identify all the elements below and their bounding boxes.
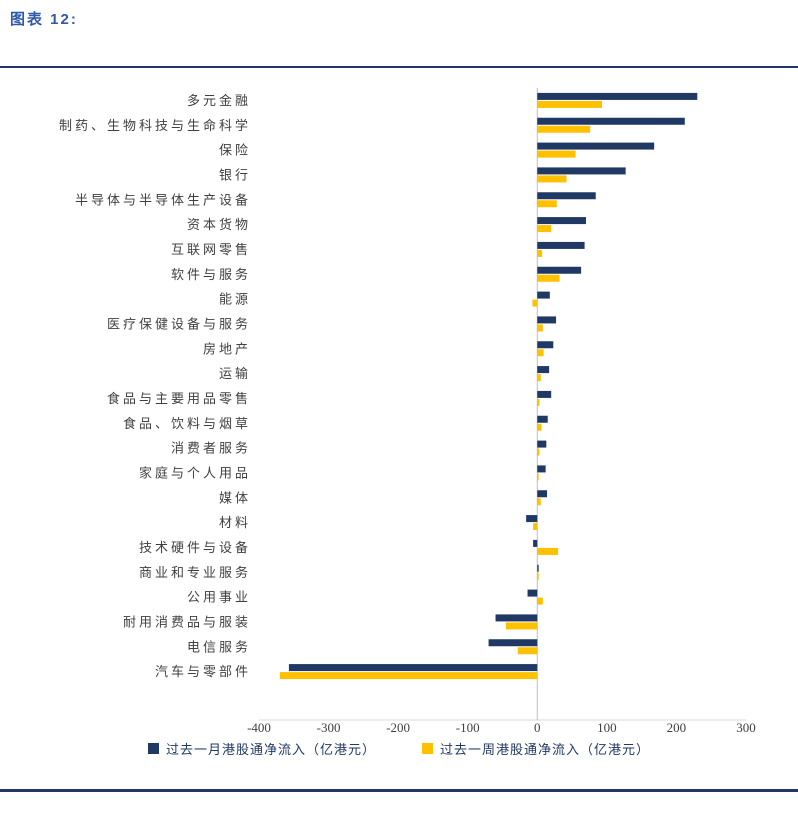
bar-weekly	[537, 100, 602, 108]
x-tick-label: 300	[736, 720, 756, 734]
bar-monthly	[537, 415, 548, 423]
bar-monthly	[488, 639, 538, 647]
bar-monthly	[537, 142, 655, 150]
bar-weekly	[517, 647, 538, 655]
bar-monthly	[537, 291, 550, 299]
x-tick-label: 200	[667, 720, 687, 734]
legend-item-monthly: 过去一月港股通净流入（亿港元）	[147, 739, 376, 758]
x-tick-label: -400	[247, 720, 271, 734]
bar-monthly	[537, 490, 548, 498]
bar-weekly	[537, 349, 544, 357]
legend-label-weekly: 过去一周港股通净流入（亿港元）	[440, 742, 651, 757]
x-tick-label: -200	[386, 720, 410, 734]
bar-weekly	[537, 423, 542, 431]
bar-monthly	[537, 440, 547, 448]
bar-weekly	[537, 200, 557, 208]
bar-weekly	[537, 125, 591, 133]
category-label: 保险	[219, 143, 251, 158]
bar-weekly	[537, 374, 541, 382]
category-label: 公用事业	[187, 590, 251, 605]
category-label: 能源	[219, 292, 251, 307]
category-label: 银行	[219, 167, 251, 182]
category-label: 汽车与零部件	[155, 664, 251, 679]
x-tick-label: 0	[534, 720, 541, 734]
bar-monthly	[537, 241, 585, 249]
category-label: 材料	[219, 515, 251, 530]
bar-weekly	[537, 398, 540, 406]
bar-weekly	[537, 324, 543, 332]
bar-monthly	[537, 366, 550, 374]
x-tick-label: 100	[597, 720, 617, 734]
bar-monthly	[537, 341, 554, 349]
legend-swatch-weekly	[422, 743, 433, 754]
category-label: 食品、饮料与烟草	[123, 416, 251, 431]
bar-monthly	[495, 614, 538, 622]
bar-weekly	[533, 523, 538, 531]
legend-label-monthly: 过去一月港股通净流入（亿港元）	[165, 742, 376, 757]
bar-monthly	[537, 266, 582, 274]
bar-monthly	[527, 589, 538, 597]
bar-weekly	[537, 473, 539, 481]
category-label: 家庭与个人用品	[139, 465, 251, 480]
bar-monthly	[537, 465, 546, 473]
bar-weekly	[537, 547, 559, 555]
bar-weekly	[537, 274, 560, 282]
figure-title: 图表 12:	[10, 11, 78, 28]
bar-weekly	[537, 249, 543, 257]
bar-weekly	[537, 225, 552, 233]
category-label: 互联网零售	[171, 242, 251, 257]
category-label: 食品与主要用品零售	[107, 391, 251, 406]
category-label: 电信服务	[187, 639, 251, 654]
bar-monthly	[526, 515, 538, 523]
category-label: 商业和专业服务	[139, 565, 251, 580]
x-tick-label: -300	[317, 720, 341, 734]
category-label: 多元金融	[187, 93, 251, 108]
bar-monthly	[537, 167, 626, 175]
category-label: 资本货物	[187, 217, 251, 232]
bar-weekly	[537, 498, 541, 506]
chart-legend: 过去一月港股通净流入（亿港元） 过去一周港股通净流入（亿港元）	[0, 739, 798, 758]
bar-monthly	[537, 192, 596, 200]
category-label: 医疗保健设备与服务	[107, 316, 251, 331]
bar-monthly	[288, 664, 538, 672]
legend-item-weekly: 过去一周港股通净流入（亿港元）	[422, 739, 650, 758]
bar-monthly	[537, 390, 552, 398]
category-label: 房地产	[203, 341, 251, 356]
category-label: 制药、生物科技与生命科学	[59, 118, 251, 133]
bar-monthly	[537, 564, 539, 572]
bar-weekly	[279, 672, 538, 680]
category-label: 运输	[219, 366, 251, 381]
bar-weekly	[537, 597, 543, 605]
x-tick-label: -100	[456, 720, 480, 734]
legend-swatch-monthly	[147, 743, 159, 754]
bar-monthly	[537, 217, 586, 225]
bar-weekly	[537, 448, 540, 456]
bar-monthly	[537, 92, 698, 100]
bar-monthly	[537, 117, 685, 125]
category-label: 耐用消费品与服装	[123, 614, 251, 629]
chart-canvas: -400 -300 -200 -100 0 100 200 300 多元金融制药、生物科技与生命…	[59, 88, 756, 734]
category-label: 消费者服务	[171, 441, 251, 456]
category-label: 技术硬件与设备	[139, 540, 251, 555]
bar-weekly	[537, 150, 576, 158]
bar-weekly	[532, 299, 538, 307]
category-label: 半导体与半导体生产设备	[75, 192, 251, 207]
bar-weekly	[537, 175, 567, 183]
bar-weekly	[505, 622, 538, 630]
bottom-divider	[0, 789, 798, 792]
category-label: 媒体	[219, 490, 251, 505]
category-label: 软件与服务	[171, 267, 251, 282]
top-divider	[0, 66, 798, 68]
bar-monthly	[537, 316, 557, 324]
bar-weekly	[537, 572, 539, 580]
bar-monthly	[533, 539, 538, 547]
